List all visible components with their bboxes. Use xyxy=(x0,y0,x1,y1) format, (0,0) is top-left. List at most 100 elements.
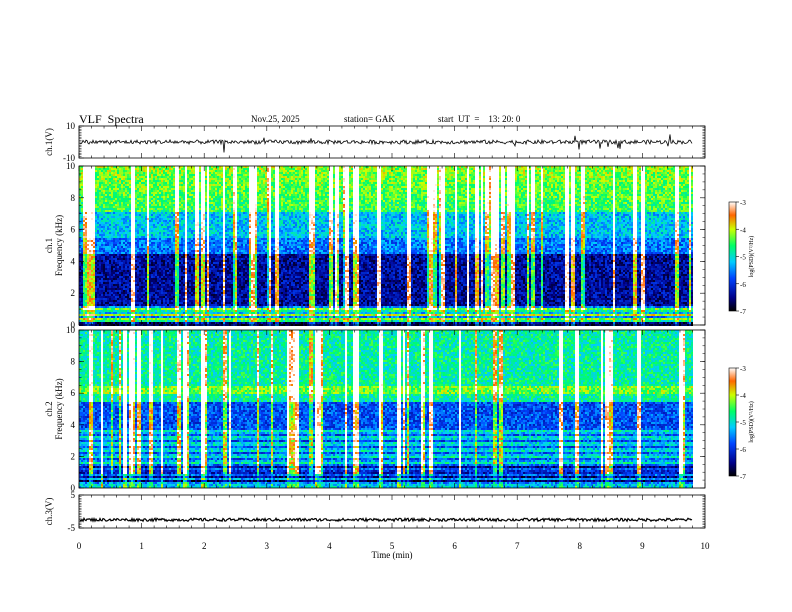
ch1-spectrogram-cell xyxy=(123,254,125,256)
ch1-spectrogram-cell xyxy=(147,224,149,226)
ch1-spectrogram-cell xyxy=(127,318,129,320)
ch1-spectrogram-cell xyxy=(121,232,123,234)
ch1-spectrogram-cell xyxy=(147,304,149,306)
ch1-spectrogram-cell xyxy=(105,234,107,236)
ch1-spectrogram-cell xyxy=(171,194,173,196)
ch1-spectrogram-cell xyxy=(199,192,201,194)
ch1-spectrogram-cell xyxy=(135,310,137,312)
ch1-spectrogram-cell xyxy=(195,222,197,224)
ch1-spectrogram-cell xyxy=(99,242,101,244)
ch1-spectrogram-cell xyxy=(151,168,153,170)
ch1-spectrogram-cell xyxy=(197,304,199,306)
ch1-spectrogram-cell xyxy=(131,218,133,220)
ch1-spectrogram-cell xyxy=(85,214,87,216)
ch1-spectrogram-cell xyxy=(107,294,109,296)
ch1-spectrogram-cell xyxy=(117,264,119,266)
ch1-spectrogram-cell xyxy=(83,282,85,284)
ch1-spectrogram-cell xyxy=(147,310,149,312)
ch1-spectrogram-cell xyxy=(203,190,205,192)
ch1-spectrogram-cell xyxy=(111,278,113,280)
ch1-spectrogram-cell xyxy=(141,196,143,198)
ch1-spectrogram-cell xyxy=(167,212,169,214)
ch1-spectrogram-cell xyxy=(159,316,161,318)
ch1-spectrogram-cell xyxy=(173,300,175,302)
ch1-spectrogram-cell xyxy=(95,256,97,258)
ch1-spectrogram-cell xyxy=(179,192,181,194)
ch1-spectrogram-cell xyxy=(147,262,149,264)
ch1-spectrogram-cell xyxy=(117,322,119,324)
ch1-spectrogram-cell xyxy=(139,186,141,188)
ch1-spectrogram-cell xyxy=(167,262,169,264)
ch1-spectrogram-cell xyxy=(125,244,127,246)
ch1-spectrogram-cell xyxy=(109,226,111,228)
ch1-spectrogram-cell xyxy=(171,242,173,244)
ch1-spectrogram-cell xyxy=(203,184,205,186)
ch1-spectrogram-cell xyxy=(105,252,107,254)
ch1-spectrogram-cell xyxy=(171,198,173,200)
ch1-spectrogram-cell xyxy=(159,290,161,292)
ch1-spectrogram-cell xyxy=(129,242,131,244)
ch1-spectrogram-cell xyxy=(145,196,147,198)
ch1-spectrogram-cell xyxy=(121,174,123,176)
ch1-spectrogram-cell xyxy=(135,242,137,244)
ch1-spectrogram-cell xyxy=(111,182,113,184)
ch1-spectrogram-cell xyxy=(91,284,93,286)
ch1-spectrogram-cell xyxy=(193,254,195,256)
ch1-spectrogram-cell xyxy=(157,270,159,272)
ch1-spectrogram-cell xyxy=(121,212,123,214)
ch1-spectrogram-cell xyxy=(91,290,93,292)
ch1-spectrogram-cell xyxy=(183,284,185,286)
ch1-spectrogram-cell xyxy=(181,202,183,204)
ch1-spectrogram-cell xyxy=(153,214,155,216)
ch1-spectrogram-cell xyxy=(157,240,159,242)
ch1-spectrogram-cell xyxy=(151,246,153,248)
ch1-spectrogram-cell xyxy=(83,214,85,216)
ch1-spectrogram-cell xyxy=(173,232,175,234)
ch1-spectrogram-cell xyxy=(165,280,167,282)
ch1-spectrogram-cell xyxy=(129,176,131,178)
ch1-spectrogram-cell xyxy=(169,288,171,290)
ch1-spectrogram-cell xyxy=(163,302,165,304)
ch1-spectrogram-cell xyxy=(83,228,85,230)
ch1-spectrogram-cell xyxy=(87,234,89,236)
ch1-spectrogram-cell xyxy=(173,268,175,270)
ch1-spectrogram-cell xyxy=(139,224,141,226)
ch1-spectrogram-cell xyxy=(193,166,195,168)
ch1-spectrogram-cell xyxy=(163,232,165,234)
ch1-spectrogram-cell xyxy=(189,292,191,294)
ch1-spectrogram-cell xyxy=(127,174,129,176)
ch1-spectrogram-cell xyxy=(173,194,175,196)
ch1-spectrogram-cell xyxy=(187,182,189,184)
ch1-spectrogram-cell xyxy=(149,322,151,324)
ch1-spectrogram-cell xyxy=(191,278,193,280)
ch1-spectrogram-cell xyxy=(117,212,119,214)
ch1-spectrogram-cell xyxy=(95,214,97,216)
ch1-spectrogram-cell xyxy=(157,252,159,254)
ch1-spectrogram-cell xyxy=(137,178,139,180)
ch1-spectrogram-cell xyxy=(133,292,135,294)
ch1-spectrogram-cell xyxy=(95,308,97,310)
ch1-spectrogram-cell xyxy=(183,208,185,210)
ch1-spectrogram-cell xyxy=(141,192,143,194)
ch1-spectrogram-cell xyxy=(143,316,145,318)
ch1-spectrogram-cell xyxy=(125,230,127,232)
ch1-spectrogram-cell xyxy=(141,268,143,270)
ch1-spectrogram-cell xyxy=(149,250,151,252)
ch1-spectrogram-cell xyxy=(93,208,95,210)
ch1-spectrogram-cell xyxy=(125,208,127,210)
ch1-spectrogram-cell xyxy=(171,288,173,290)
ch1-spectrogram-cell xyxy=(115,256,117,258)
ch1-spectrogram-cell xyxy=(129,218,131,220)
ch1-spectrogram-cell xyxy=(129,310,131,312)
ch1-spectrogram-cell xyxy=(93,322,95,324)
ch1-spectrogram-cell xyxy=(169,240,171,242)
ch1-spectrogram-cell xyxy=(123,284,125,286)
ch1-spectrogram-cell xyxy=(191,174,193,176)
ch1-spectrogram-cell xyxy=(181,258,183,260)
ch1-spectrogram-cell xyxy=(129,184,131,186)
ch1-spectrogram-cell xyxy=(93,224,95,226)
ch1-spectrogram-cell xyxy=(97,306,99,308)
ch1-spectrogram-cell xyxy=(115,280,117,282)
ch1-spectrogram-cell xyxy=(89,302,91,304)
ch1-spectrogram-cell xyxy=(89,208,91,210)
